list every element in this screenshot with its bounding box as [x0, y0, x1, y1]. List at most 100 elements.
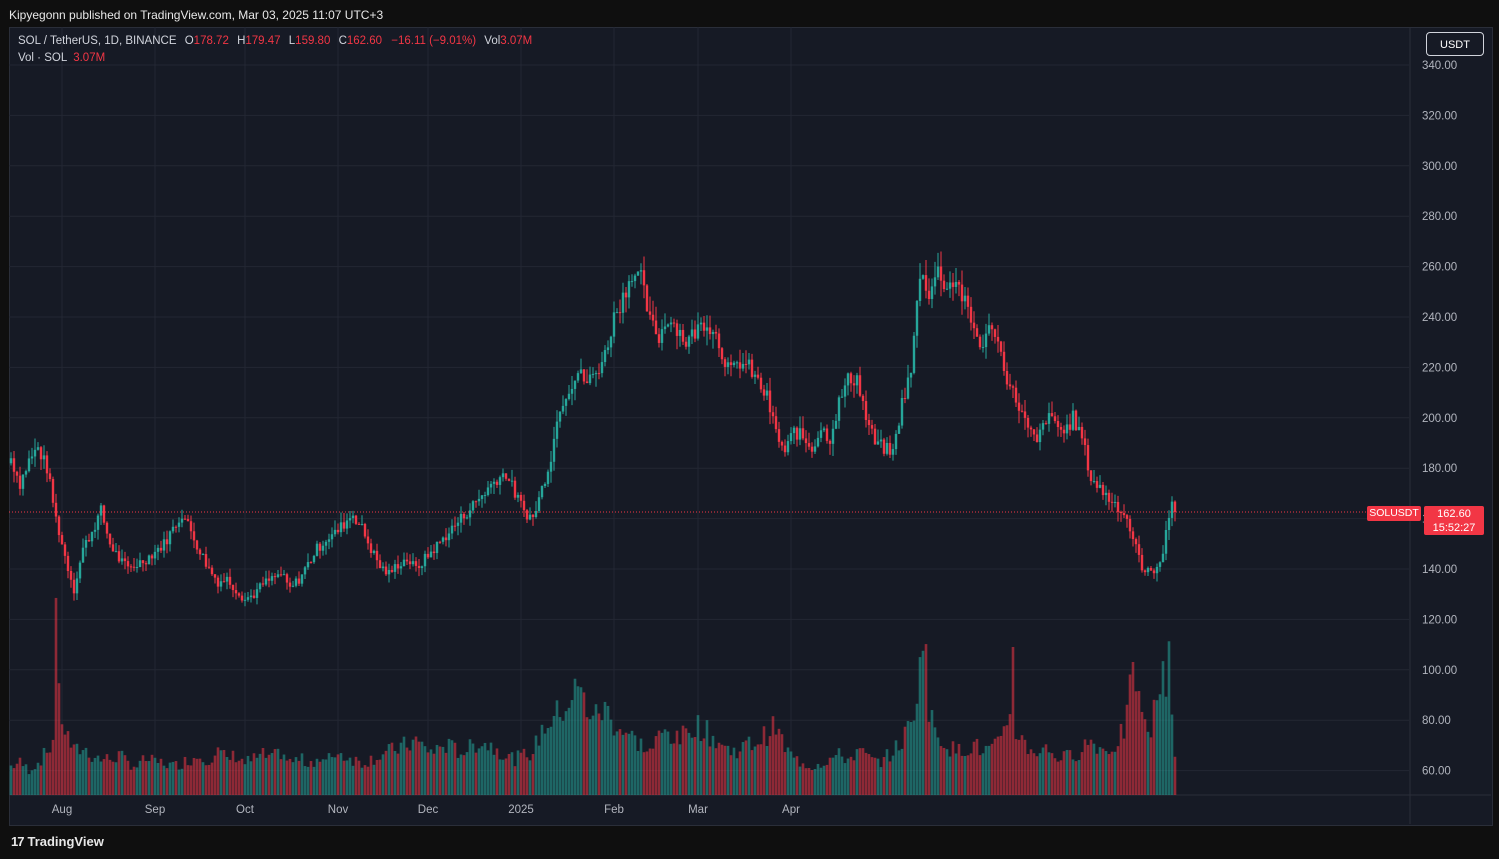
volume-bar: [1134, 691, 1138, 795]
candle-body: [564, 399, 568, 406]
candle-body: [192, 531, 196, 541]
candle-body: [9, 458, 13, 464]
candle-body: [36, 447, 40, 450]
candle-body: [681, 329, 685, 342]
symbol-label[interactable]: SOL / TetherUS, 1D, BINANCE: [18, 35, 177, 47]
volume-bar: [687, 732, 691, 795]
candle-body: [801, 428, 805, 439]
candle-body: [417, 565, 421, 569]
volume-bar: [1065, 749, 1069, 795]
volume-bar: [720, 744, 724, 795]
candle-body: [483, 495, 487, 497]
volume-bar: [834, 755, 838, 795]
volume-bar: [786, 747, 790, 795]
volume-bar: [645, 751, 649, 795]
volume-bar: [15, 763, 19, 795]
symbol-price-tag: SOLUSDT: [1367, 506, 1421, 521]
candle-body: [870, 425, 874, 429]
volume-bar: [177, 769, 181, 795]
candlestick-chart[interactable]: 340.00 320.00 300.00 280.00 260.00 240.00 220.…: [9, 27, 1491, 824]
candle-body: [1116, 501, 1120, 512]
candle-body: [525, 510, 529, 520]
price-tick-label: 300.00: [1422, 161, 1457, 173]
candle-body: [903, 398, 907, 400]
candle-body: [453, 525, 457, 527]
volume-bar: [600, 720, 604, 795]
candle-body: [405, 559, 409, 562]
volume-bar: [654, 736, 658, 795]
tradingview-brand[interactable]: 17 TradingView: [11, 834, 104, 849]
candle-body: [882, 439, 886, 454]
volume-bar: [120, 750, 124, 795]
currency-button[interactable]: USDT: [1426, 32, 1484, 56]
volume-bar: [1110, 751, 1114, 795]
volume-bar: [591, 715, 595, 795]
volume-bar: [276, 748, 280, 795]
candle-body: [351, 515, 355, 519]
candle-body: [648, 311, 652, 315]
volume-bar: [681, 725, 685, 795]
candle-body: [360, 523, 364, 525]
candle-body: [873, 428, 877, 445]
candle-body: [144, 563, 148, 565]
candle-body: [984, 333, 988, 348]
volume-series-label[interactable]: Vol · SOL: [18, 52, 68, 64]
candle-body: [1134, 539, 1138, 545]
volume-bar: [696, 715, 700, 795]
volume-bar: [972, 741, 976, 795]
volume-bar: [777, 728, 781, 795]
candle-body: [435, 541, 439, 554]
candle-body: [81, 547, 85, 563]
candle-body: [1023, 411, 1027, 418]
volume-bar: [1095, 753, 1099, 795]
candle-body: [120, 558, 124, 562]
candle-body: [477, 498, 481, 502]
volume-bar: [408, 750, 412, 795]
candle-body: [384, 566, 388, 575]
volume-bar: [1023, 739, 1027, 795]
volume-bar: [711, 735, 715, 795]
volume-bar: [1113, 751, 1117, 795]
volume-bar: [807, 767, 811, 795]
candle-body: [633, 275, 637, 282]
volume-bar: [246, 755, 250, 795]
candle-body: [1080, 426, 1084, 439]
volume-bar: [399, 742, 403, 795]
volume-bar: [327, 753, 331, 795]
candle-body: [705, 327, 709, 331]
price-tick-label: 220.00: [1422, 362, 1457, 374]
candle-body: [300, 574, 304, 584]
volume-bar: [180, 768, 184, 795]
volume-bar: [105, 754, 109, 795]
volume-bar: [1077, 760, 1081, 795]
candle-body: [159, 547, 163, 551]
candle-body: [531, 514, 535, 518]
volume-bar: [516, 750, 520, 795]
bottom-bar: [0, 828, 1499, 859]
high-label: H: [237, 35, 246, 47]
volume-bar: [195, 758, 199, 795]
volume-bar: [1056, 761, 1060, 795]
volume-bar: [864, 752, 868, 795]
volume-bar: [60, 724, 64, 795]
candle-body: [519, 494, 523, 501]
candle-body: [1167, 517, 1171, 531]
chart-frame[interactable]: [9, 27, 1493, 826]
volume-bar: [378, 759, 382, 795]
candle-body: [177, 522, 181, 527]
candle-body: [480, 495, 484, 499]
candle-body: [684, 341, 688, 347]
volume-bar: [840, 756, 844, 795]
volume-bar: [51, 739, 55, 795]
volume-bar: [1158, 694, 1162, 795]
candle-body: [807, 443, 811, 447]
volume-bar: [792, 757, 796, 795]
candle-body: [387, 570, 391, 575]
volume-bar: [1026, 754, 1030, 795]
candle-body: [939, 266, 943, 281]
volume-bar: [1062, 751, 1066, 795]
candle-body: [60, 535, 64, 545]
candle-body: [495, 481, 499, 485]
volume-bar: [954, 753, 958, 795]
candle-body: [966, 295, 970, 307]
